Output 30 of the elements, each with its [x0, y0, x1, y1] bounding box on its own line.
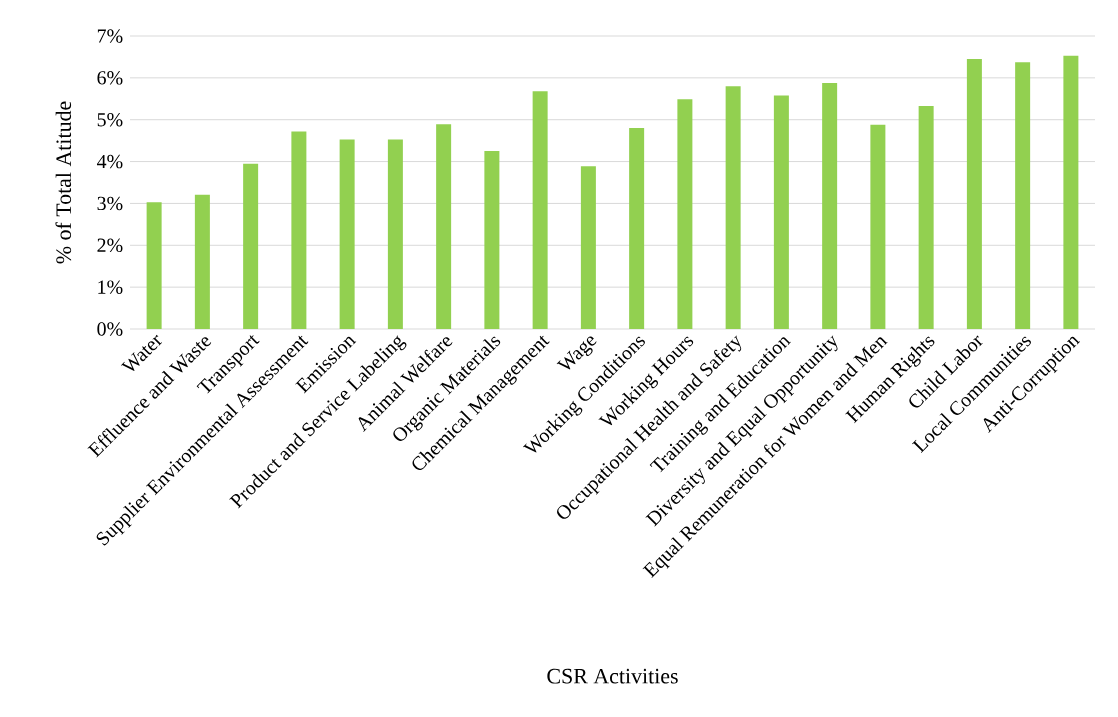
- bar: [580, 166, 596, 329]
- bar: [387, 139, 403, 329]
- bar: [291, 131, 307, 329]
- bar: [966, 59, 982, 329]
- bar: [1063, 55, 1079, 329]
- y-tick-label: 1%: [98, 280, 123, 294]
- y-axis-title: % of Total Atitude: [55, 101, 72, 264]
- bar: [532, 91, 548, 329]
- x-axis-title: CSR Activities: [547, 668, 678, 684]
- bar: [339, 139, 355, 329]
- bar: [629, 128, 645, 329]
- bar: [822, 82, 838, 329]
- bar: [773, 95, 789, 329]
- bar: [918, 105, 934, 329]
- bar: [243, 163, 259, 329]
- y-tick-label: 3%: [97, 196, 123, 211]
- y-tick-label: 0%: [97, 322, 123, 336]
- y-tick-label: 7%: [97, 29, 123, 43]
- bar: [870, 124, 886, 329]
- y-tick-label: 4%: [96, 154, 123, 169]
- bar: [677, 99, 693, 329]
- bar: [725, 86, 741, 329]
- bar: [1015, 62, 1031, 329]
- bar: [436, 124, 452, 329]
- bar: [484, 151, 500, 329]
- bar: [146, 202, 162, 329]
- y-tick-label: 5%: [97, 112, 123, 127]
- bar: [194, 194, 210, 329]
- y-tick-label: 6%: [97, 71, 123, 85]
- y-tick-label: 2%: [97, 238, 123, 253]
